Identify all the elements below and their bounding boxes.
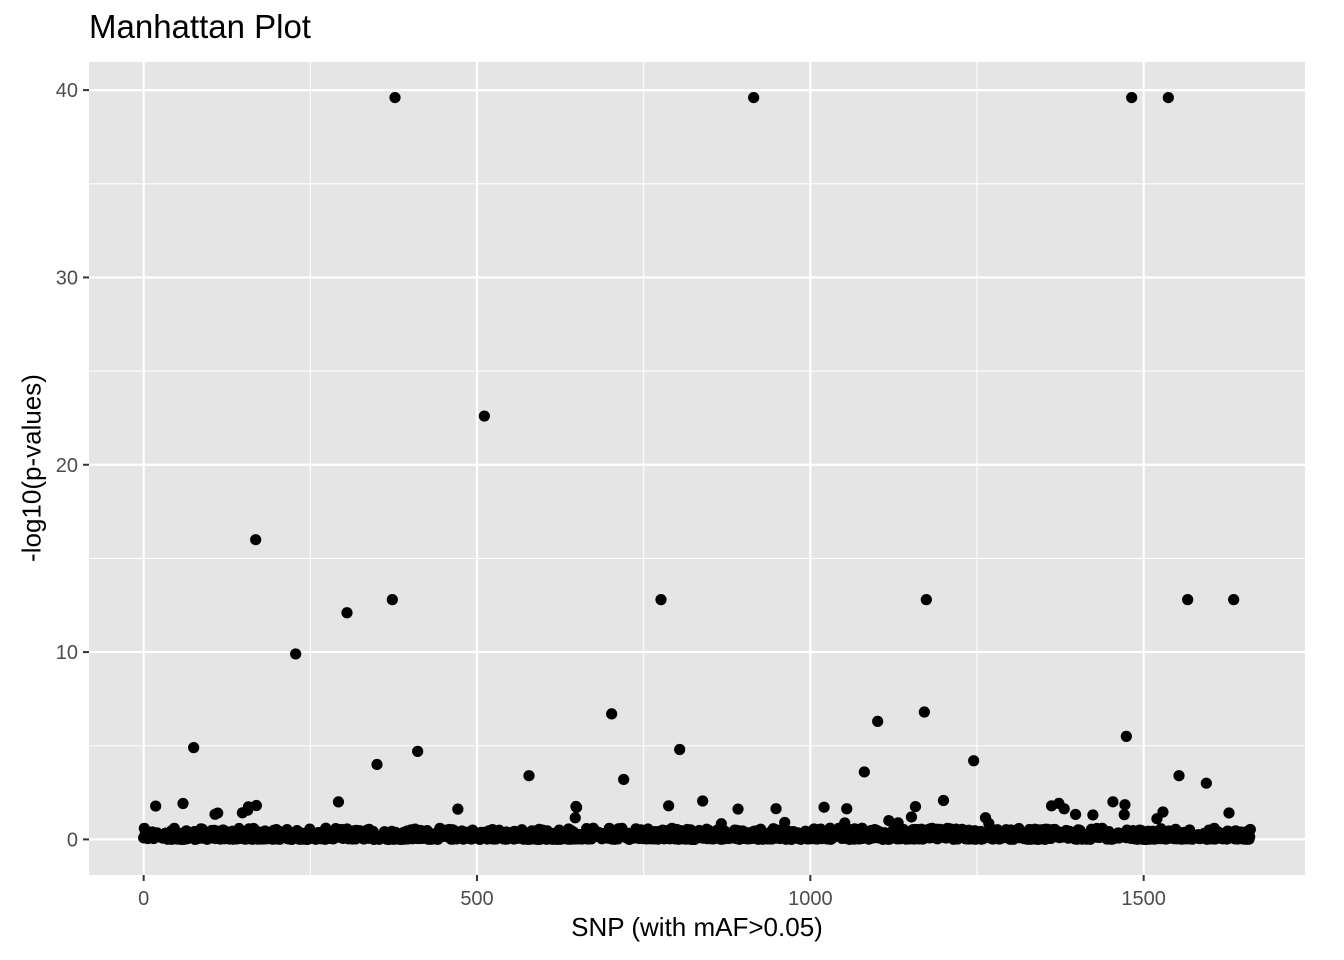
data-point: [909, 800, 922, 813]
data-point-peak: [478, 410, 490, 422]
axis-ticks: 0 500 1000 1500 0 10 20 30 40: [56, 80, 1166, 910]
data-point-peak: [920, 594, 932, 606]
data-point: [905, 811, 918, 823]
data-point-peak: [1182, 594, 1194, 606]
data-point-peak: [968, 755, 980, 767]
data-point-peak: [371, 758, 383, 771]
data-point-peak: [674, 743, 686, 756]
minor-gridlines: [89, 62, 1305, 875]
data-point: [250, 799, 263, 812]
y-tick-label: 10: [56, 642, 78, 664]
chart-title: Manhattan Plot: [89, 8, 311, 45]
x-axis-label: SNP (with mAF>0.05): [571, 912, 823, 942]
data-point: [1107, 796, 1119, 808]
data-point: [770, 803, 782, 815]
data-point: [663, 800, 675, 812]
data-point-peak: [523, 770, 535, 782]
data-point: [1069, 808, 1082, 821]
data-point-peak: [606, 708, 618, 720]
y-tick-label: 0: [67, 829, 78, 851]
data-point: [732, 803, 744, 815]
data-point-peak: [1173, 770, 1185, 782]
x-tick-label: 0: [138, 888, 149, 910]
data-point-peak: [748, 91, 760, 104]
data-point: [212, 807, 224, 819]
data-point: [818, 801, 830, 813]
data-point-peak: [290, 648, 302, 660]
data-point-peak: [188, 742, 200, 754]
x-tick-label: 1000: [788, 888, 833, 910]
data-point: [150, 800, 162, 812]
data-point-peak: [618, 773, 630, 786]
data-point: [570, 801, 583, 813]
data-point-peak: [1120, 730, 1132, 742]
y-axis-label: -log10(p-values): [16, 374, 47, 562]
data-point-peak: [386, 594, 398, 606]
data-point-peak: [1200, 777, 1212, 789]
data-point: [1058, 803, 1070, 815]
data-point: [452, 803, 464, 815]
data-point-peak: [918, 706, 930, 718]
data-point: [937, 794, 950, 807]
data-point-peak: [1228, 594, 1240, 606]
y-tick-label: 40: [56, 80, 78, 102]
data-point-peak: [872, 715, 884, 727]
data-point: [1087, 809, 1099, 821]
x-tick-label: 500: [460, 888, 493, 910]
data-point: [841, 803, 853, 815]
data-point: [1244, 823, 1256, 836]
data-point: [1118, 809, 1130, 821]
data-point-peak: [389, 91, 401, 104]
plot-panel: [89, 62, 1305, 875]
data-point: [779, 816, 791, 829]
y-tick-label: 20: [56, 455, 78, 477]
data-point-peak: [1162, 91, 1174, 104]
data-point: [1119, 799, 1131, 811]
data-point: [1157, 806, 1169, 818]
data-point: [883, 814, 895, 827]
data-point: [569, 812, 581, 824]
data-point: [1223, 807, 1235, 819]
data-point: [697, 795, 709, 807]
data-point-peak: [250, 534, 262, 546]
data-point: [332, 796, 345, 808]
data-points: [138, 91, 1256, 846]
y-tick-label: 30: [56, 267, 78, 289]
data-point-peak: [655, 594, 667, 606]
data-point: [177, 797, 189, 810]
data-point-peak: [1126, 91, 1138, 104]
data-point-peak: [412, 745, 424, 757]
x-tick-label: 1500: [1121, 888, 1166, 910]
data-point-peak: [858, 766, 870, 778]
data-point-peak: [341, 607, 353, 619]
